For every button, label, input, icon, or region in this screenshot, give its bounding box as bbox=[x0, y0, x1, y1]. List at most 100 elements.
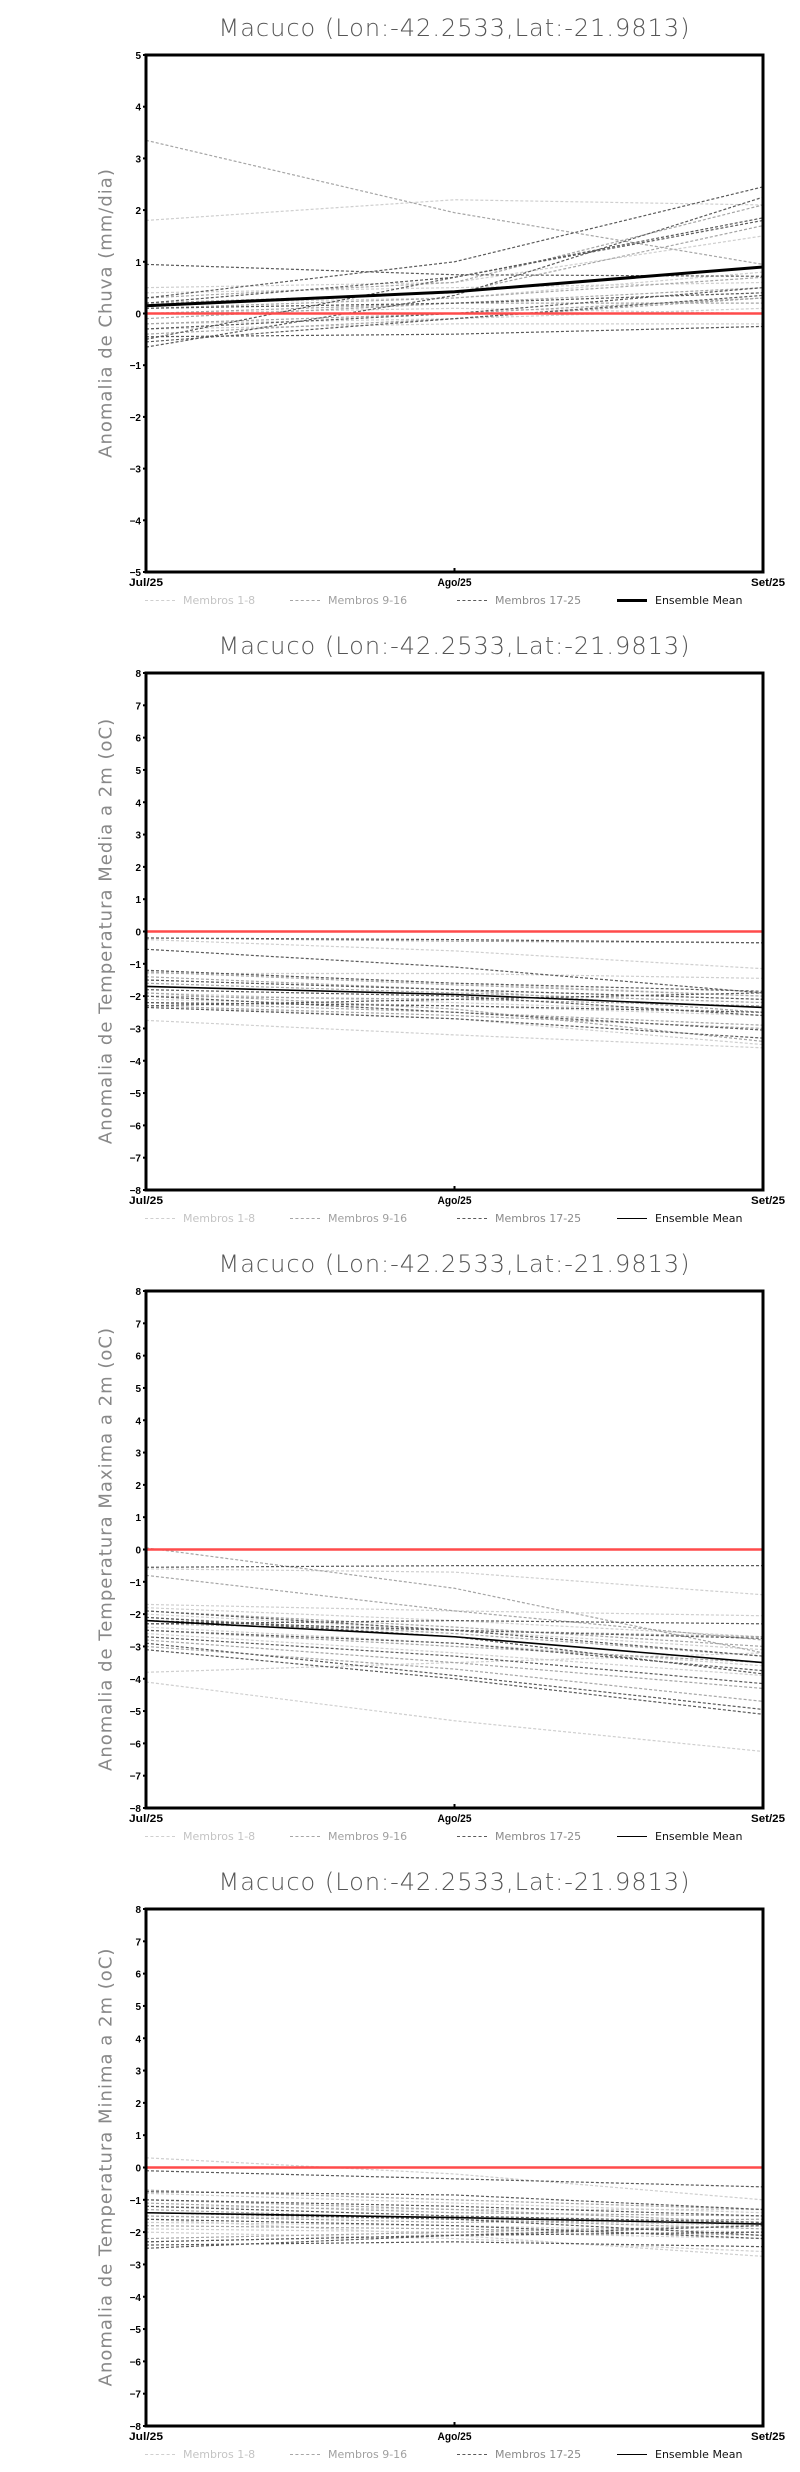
y-tick-label: 4 bbox=[135, 798, 141, 809]
member-line-group2-7 bbox=[145, 976, 764, 1013]
x-tick-label: Jul/25 bbox=[129, 2431, 163, 2443]
member-line-group1-5 bbox=[145, 2192, 764, 2214]
legend-label: Ensemble Mean bbox=[655, 2448, 743, 2461]
x-tick-label: Jul/25 bbox=[129, 1195, 163, 1207]
legend-item-4: Ensemble Mean bbox=[617, 594, 742, 607]
member-line-group2-7 bbox=[145, 2225, 764, 2236]
y-tick-label: 7 bbox=[135, 1319, 141, 1330]
legend-item-2: Membros 9-16 bbox=[290, 594, 407, 607]
member-line-group2-7 bbox=[145, 297, 764, 325]
y-tick-label: 3 bbox=[135, 2067, 141, 2078]
member-line-group3-8 bbox=[145, 2199, 764, 2217]
y-tick-label: −3 bbox=[130, 1024, 142, 1035]
member-line-group2-1 bbox=[145, 139, 764, 265]
legend-solid-line-swatch bbox=[617, 1218, 647, 1219]
y-tick-label: 5 bbox=[135, 766, 141, 777]
y-axis-label: Anomalia de Temperatura Minima a 2m (oC) bbox=[95, 1947, 117, 2387]
member-line-group1-7 bbox=[145, 998, 764, 1017]
y-tick-label: −5 bbox=[130, 1707, 142, 1718]
y-tick-label: 1 bbox=[135, 258, 141, 269]
member-line-group2-6 bbox=[145, 1645, 764, 1702]
member-line-group3-4 bbox=[145, 1619, 764, 1625]
legend-item-4: Ensemble Mean bbox=[617, 1212, 742, 1225]
member-line-group1-5 bbox=[145, 1613, 764, 1651]
y-tick-label: −5 bbox=[130, 2325, 142, 2336]
y-tick-label: 1 bbox=[135, 2131, 141, 2142]
member-line-group1-1 bbox=[145, 938, 764, 970]
x-tick-label: Set/25 bbox=[751, 2431, 785, 2443]
member-line-group2-2 bbox=[145, 2199, 764, 2224]
x-tick-label: Jul/25 bbox=[129, 577, 163, 589]
member-line-group2-4 bbox=[145, 1639, 764, 1690]
member-line-group2-4 bbox=[145, 992, 764, 1042]
x-tick-label: Set/25 bbox=[751, 577, 785, 589]
member-line-group1-2 bbox=[145, 1568, 764, 1596]
y-tick-label: 2 bbox=[135, 1481, 141, 1492]
y-tick-label: 5 bbox=[135, 2002, 141, 2013]
member-line-group3-9 bbox=[145, 1619, 764, 1639]
member-line-group2-3 bbox=[145, 2208, 764, 2230]
y-tick-label: 7 bbox=[135, 1937, 141, 1948]
member-line-group3-3 bbox=[145, 1649, 764, 1715]
y-axis-label: Anomalia de Temperatura Maxima a 2m (oC) bbox=[95, 1327, 117, 1771]
member-line-group1-1 bbox=[145, 2157, 764, 2201]
member-line-group2-3 bbox=[145, 1005, 764, 1030]
chart-panel-3: −8 −7 −6 −5 −4 −3 −2 −1 0 1 2 3 4 5 6 7 8 Jul/25 Ago/25 Set… bbox=[0, 1236, 800, 1854]
member-line-group1-1 bbox=[145, 199, 764, 222]
legend-item-3: Membros 17-25 bbox=[457, 594, 581, 607]
member-line-group3-2 bbox=[145, 2191, 764, 2211]
member-line-group1-4 bbox=[145, 1652, 764, 1673]
y-axis-label: Anomalia de Chuva (mm/dia) bbox=[95, 168, 117, 458]
y-tick-label: −8 bbox=[130, 2422, 142, 2433]
y-tick-label: 3 bbox=[135, 154, 141, 165]
y-tick-label: 8 bbox=[135, 1287, 141, 1298]
member-line-group1-3 bbox=[145, 2228, 764, 2240]
legend-label: Membros 1-8 bbox=[183, 1212, 256, 1225]
member-line-group3-3 bbox=[145, 969, 764, 992]
y-tick-label: −7 bbox=[130, 1154, 142, 1165]
legend-dashed-line-swatch bbox=[457, 2454, 487, 2455]
legend-item-1: Membros 1-8 bbox=[145, 2448, 255, 2461]
chart-title: Macuco (Lon:-42.2533,Lat:-21.9813) bbox=[218, 1250, 691, 1278]
member-line-group1-8 bbox=[145, 307, 764, 315]
member-line-group1-8 bbox=[145, 1632, 764, 1677]
legend-dashed-line-swatch bbox=[290, 2454, 320, 2455]
legend-solid-line-swatch bbox=[617, 2454, 647, 2455]
legend-label: Membros 17-25 bbox=[495, 1830, 582, 1843]
legend-label: Ensemble Mean bbox=[655, 1212, 743, 1225]
member-line-group3-2 bbox=[145, 1642, 764, 1711]
legend: Membros 1-8 Membros 9-16 Membros 17-25 Ense… bbox=[0, 2448, 800, 2466]
y-tick-label: 8 bbox=[135, 669, 141, 680]
legend-label: Membros 9-16 bbox=[328, 1212, 408, 1225]
member-line-group2-2 bbox=[145, 1574, 764, 1641]
y-tick-label: −1 bbox=[130, 2196, 142, 2207]
member-line-group3-7 bbox=[145, 325, 764, 338]
legend-solid-line-swatch bbox=[617, 599, 647, 602]
chart-panel-4: −8 −7 −6 −5 −4 −3 −2 −1 0 1 2 3 4 5 6 7 8 Jul/25 Ago/25 Set… bbox=[0, 1854, 800, 2472]
legend-item-3: Membros 17-25 bbox=[457, 2448, 581, 2461]
y-tick-label: −3 bbox=[130, 465, 142, 476]
chart-svg: −8 −7 −6 −5 −4 −3 −2 −1 0 1 2 3 4 5 6 7 8 Jul/25 Ago/25 Set… bbox=[129, 1905, 785, 2443]
member-line-group2-5 bbox=[145, 297, 764, 335]
member-line-group3-9 bbox=[145, 992, 764, 1007]
y-tick-label: 1 bbox=[135, 1513, 141, 1524]
chart-panel-1: −5 −4 −3 −2 −1 0 1 2 3 4 5 Jul/25 Ago/25 Set/25 Macuc… bbox=[0, 0, 800, 618]
member-line-group2-5 bbox=[145, 2215, 764, 2224]
member-line-group1-3 bbox=[146, 972, 764, 979]
member-line-group3-3 bbox=[145, 196, 764, 348]
member-line-group2-8 bbox=[145, 1629, 764, 1664]
member-line-group3-4 bbox=[145, 979, 764, 1000]
member-line-group3-8 bbox=[145, 989, 764, 1017]
y-tick-label: −6 bbox=[130, 2357, 142, 2368]
member-line-group2-2 bbox=[145, 971, 764, 997]
legend-dashed-line-swatch bbox=[290, 1836, 320, 1837]
y-tick-label: −5 bbox=[130, 568, 142, 579]
y-tick-label: 4 bbox=[135, 2034, 141, 2045]
chart-title: Macuco (Lon:-42.2533,Lat:-21.9813) bbox=[218, 1868, 691, 1896]
legend-label: Membros 9-16 bbox=[328, 1830, 408, 1843]
legend-label: Membros 9-16 bbox=[328, 2448, 408, 2461]
y-tick-label: 5 bbox=[135, 1384, 141, 1395]
legend-label: Membros 17-25 bbox=[495, 2448, 582, 2461]
y-tick-label: −4 bbox=[130, 1675, 142, 1686]
legend-dashed-line-swatch bbox=[457, 1218, 487, 1219]
